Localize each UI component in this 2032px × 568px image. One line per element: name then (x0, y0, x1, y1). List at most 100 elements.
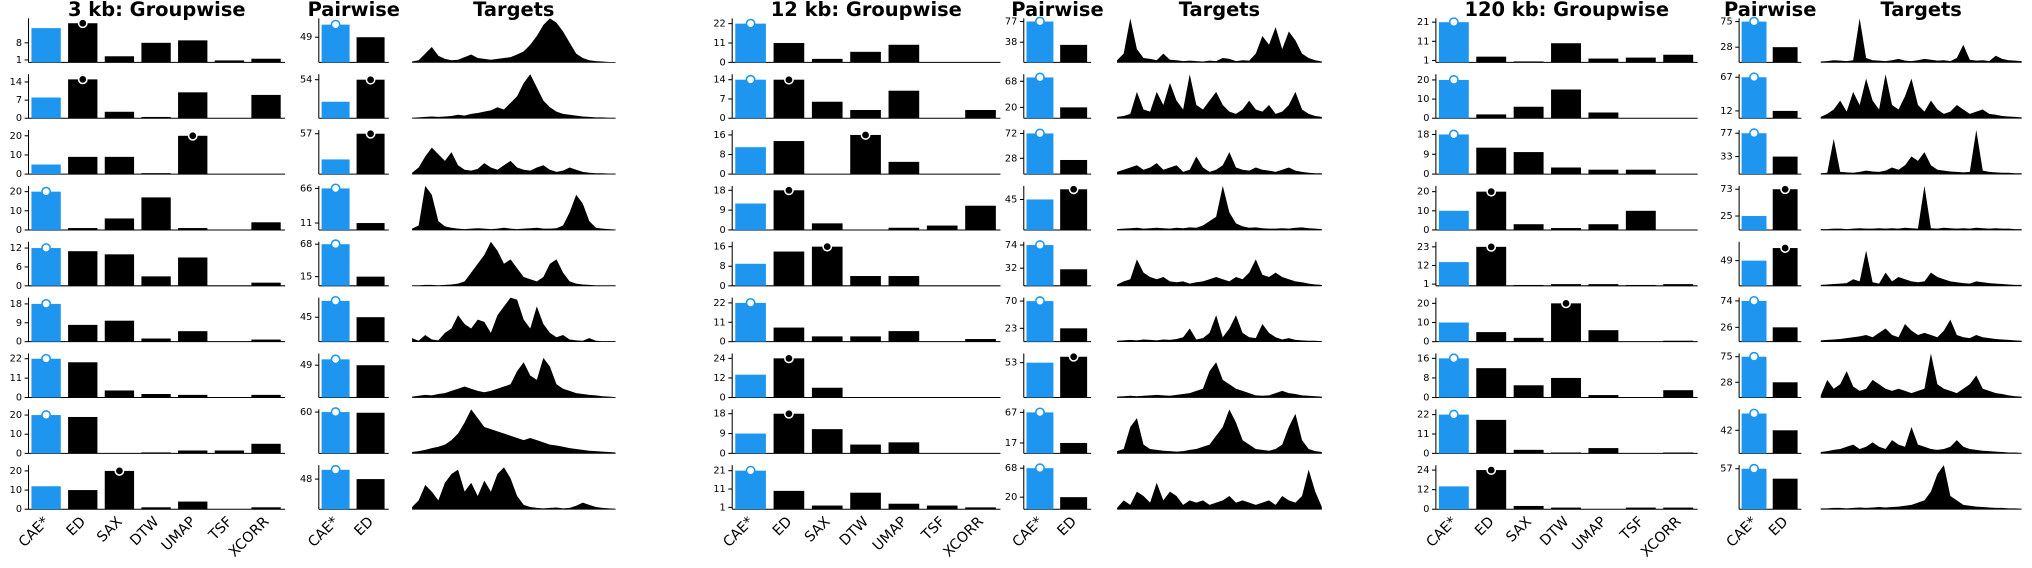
y-tick-label: 45 (300, 312, 312, 323)
bar (104, 470, 135, 510)
best-marker (1448, 129, 1459, 140)
bar (1026, 362, 1054, 398)
y-tick-label: 10 (10, 150, 22, 161)
bar (1663, 390, 1694, 398)
best-marker (1486, 465, 1497, 475)
best-marker (1749, 351, 1759, 362)
x-tick-label: DTW (1537, 514, 1572, 549)
y-tick-label: 8 (720, 261, 726, 272)
x-tick-label: CAE* (305, 514, 342, 551)
y-tick-label: 0 (1423, 113, 1429, 124)
x-tick-label: CAE* (16, 514, 53, 551)
bar (1625, 169, 1656, 175)
y-tick-label: 10 (1417, 94, 1429, 105)
y-tick-label: 0 (16, 337, 22, 348)
x-tick-label: ED (770, 514, 795, 539)
bar (141, 173, 171, 175)
bar (251, 339, 281, 342)
bar (321, 159, 350, 175)
y-tick-label: 0 (16, 169, 22, 180)
y-tick-label: 53 (1005, 358, 1017, 369)
bar (1438, 79, 1469, 119)
bar (1625, 210, 1656, 230)
target-profile (1117, 152, 1322, 175)
y-tick-label: 22 (713, 19, 725, 30)
bar (1625, 507, 1656, 510)
bar (888, 331, 920, 342)
y-tick-label: 9 (720, 429, 726, 440)
bar (1741, 21, 1767, 63)
y-tick-label: 25 (1720, 211, 1732, 222)
best-marker (745, 18, 756, 29)
y-tick-label: 18 (713, 409, 725, 420)
bar (356, 37, 385, 63)
y-tick-label: 45 (1005, 194, 1017, 205)
y-tick-label: 0 (720, 57, 726, 68)
bar (141, 452, 171, 454)
y-tick-label: 72 (1005, 128, 1017, 139)
subplot-title: Targets (473, 0, 554, 21)
bar (1513, 505, 1544, 510)
bar (1741, 300, 1767, 342)
bar (178, 40, 208, 63)
target-profile (1117, 18, 1322, 63)
y-tick-label: 0 (720, 281, 726, 292)
y-tick-label: 11 (713, 38, 725, 49)
target-profile (1820, 74, 2022, 119)
y-tick-label: 18 (10, 299, 22, 310)
y-tick-label: 16 (713, 130, 725, 141)
bar (1476, 191, 1507, 230)
bar (1588, 112, 1619, 119)
bar (1476, 368, 1507, 398)
y-tick-label: 54 (300, 75, 312, 86)
best-marker (1448, 353, 1459, 364)
bar (321, 244, 350, 286)
bar (141, 393, 171, 398)
bar (1060, 44, 1088, 63)
best-marker (1068, 184, 1079, 195)
target-profile (1820, 426, 2022, 454)
best-marker (783, 353, 794, 364)
bar (356, 479, 385, 510)
bar (811, 101, 843, 119)
target-profile (1117, 259, 1322, 286)
bar (811, 505, 843, 510)
y-tick-label: 10 (10, 206, 22, 217)
bar (1026, 245, 1054, 286)
subplot-title: Targets (1179, 0, 1260, 21)
bar (178, 450, 208, 454)
x-tick-label: SAX (802, 514, 834, 546)
y-tick-label: 60 (300, 407, 312, 418)
bar (773, 358, 805, 398)
y-tick-label: 77 (1720, 128, 1732, 139)
bar (178, 135, 208, 175)
bar (1625, 57, 1656, 63)
bar (1513, 61, 1544, 63)
target-profile (1820, 185, 2022, 230)
bar (104, 111, 135, 119)
bar (68, 362, 98, 398)
subplot-title: 3 kb: Groupwise (68, 0, 246, 21)
bar (1772, 478, 1798, 510)
y-tick-label: 66 (300, 183, 312, 194)
best-marker (1749, 72, 1759, 83)
bar (68, 251, 98, 286)
y-tick-label: 11 (1417, 36, 1429, 47)
bar (141, 197, 171, 230)
bar (1060, 442, 1088, 454)
y-tick-label: 16 (713, 242, 725, 253)
bar (1476, 56, 1507, 63)
bar (1060, 159, 1088, 175)
bar (1588, 58, 1619, 63)
bar (356, 223, 385, 230)
best-marker (783, 74, 794, 85)
bar (1551, 284, 1581, 286)
best-marker (1486, 186, 1497, 197)
bar (1060, 269, 1088, 286)
x-tick-label: TSF (918, 514, 948, 544)
bar (773, 79, 805, 119)
bar (1476, 419, 1507, 454)
subplot-title: Pairwise (308, 0, 400, 21)
bar (31, 164, 61, 175)
bar (1772, 382, 1798, 398)
